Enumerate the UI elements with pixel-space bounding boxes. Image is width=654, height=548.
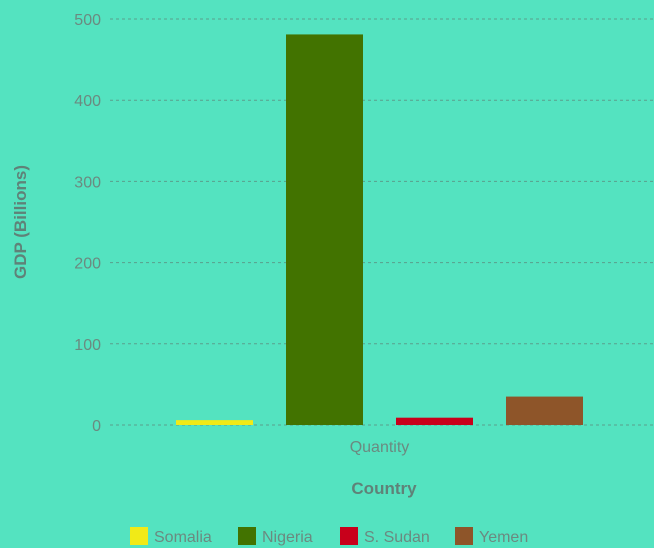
legend-swatch-s-sudan[interactable] (340, 527, 358, 545)
y-axis-title: GDP (Billions) (11, 165, 30, 279)
y-tick-label: 400 (74, 93, 101, 110)
bars (176, 34, 583, 425)
legend-label-yemen[interactable]: Yemen (479, 529, 528, 546)
y-tick-label: 500 (74, 12, 101, 29)
y-tick-label: 100 (74, 337, 101, 354)
x-axis-title: Country (351, 479, 417, 498)
legend-label-somalia[interactable]: Somalia (154, 529, 212, 546)
y-tick-label: 200 (74, 256, 101, 273)
legend-swatch-yemen[interactable] (455, 527, 473, 545)
legend: Somalia Nigeria S. Sudan Yemen (130, 527, 528, 546)
y-tick-label: 300 (74, 174, 101, 191)
grid-lines (110, 18, 654, 426)
legend-label-nigeria[interactable]: Nigeria (262, 529, 313, 546)
legend-swatch-nigeria[interactable] (238, 527, 256, 545)
x-axis-ticks: Quantity (350, 439, 410, 456)
legend-swatch-somalia[interactable] (130, 527, 148, 545)
bar-somalia[interactable] (176, 420, 253, 425)
bar-yemen[interactable] (506, 396, 583, 425)
y-tick-label: 0 (92, 418, 101, 435)
bar-nigeria[interactable] (286, 34, 363, 425)
bar-s-sudan[interactable] (396, 417, 473, 425)
legend-label-s-sudan[interactable]: S. Sudan (364, 529, 430, 546)
y-axis-ticks: 0 100 200 300 400 500 (74, 12, 101, 435)
x-tick-label: Quantity (350, 439, 410, 456)
